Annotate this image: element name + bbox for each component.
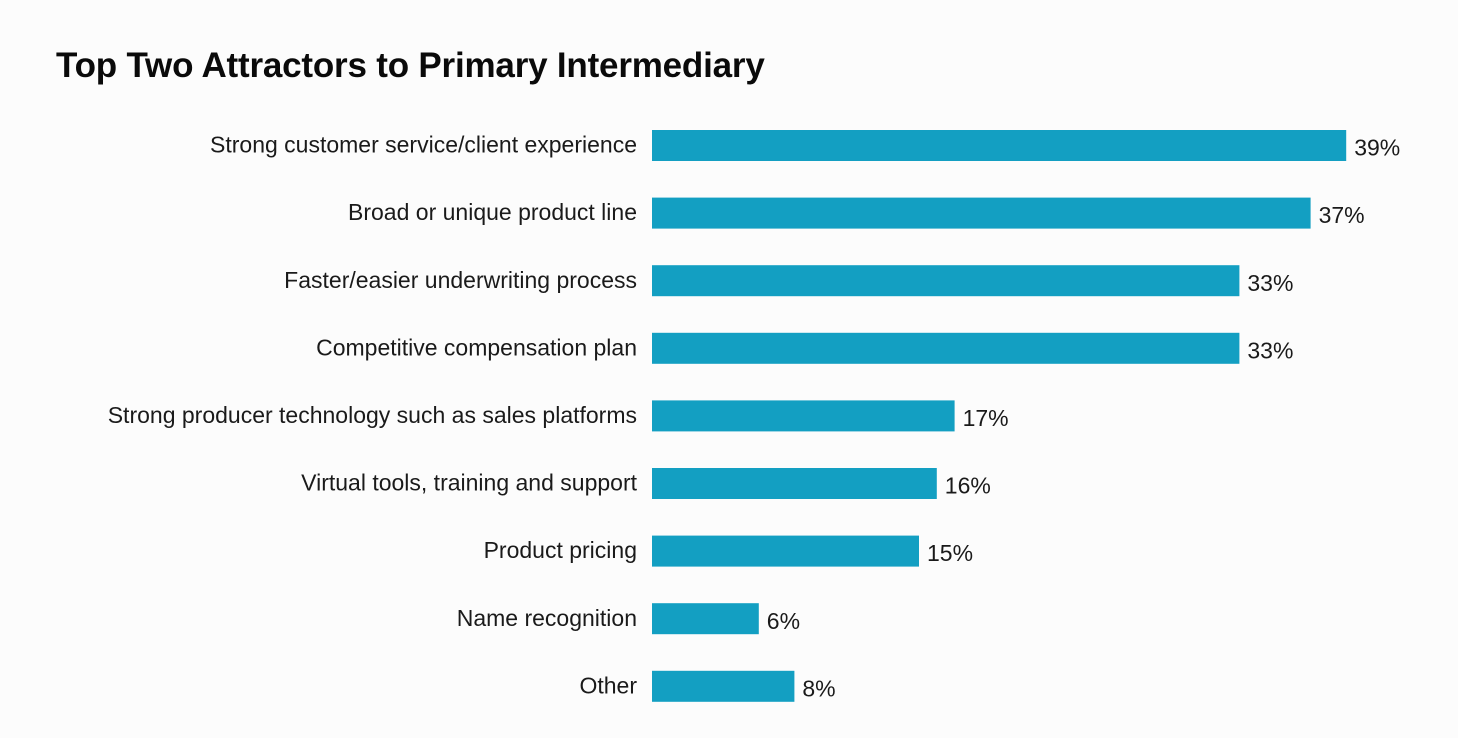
bar bbox=[652, 603, 759, 635]
value-label: 39% bbox=[1354, 135, 1400, 161]
value-label: 17% bbox=[963, 405, 1009, 431]
value-label: 15% bbox=[927, 540, 973, 566]
category-label: Name recognition bbox=[457, 605, 637, 631]
bar bbox=[652, 332, 1240, 364]
category-label: Faster/easier underwriting process bbox=[284, 267, 637, 293]
value-label: 37% bbox=[1319, 202, 1365, 228]
bar bbox=[652, 468, 937, 499]
category-label: Other bbox=[579, 672, 637, 698]
value-label: 6% bbox=[767, 608, 800, 634]
bar bbox=[652, 670, 795, 702]
value-label: 16% bbox=[945, 473, 991, 499]
value-label: 33% bbox=[1247, 270, 1293, 296]
category-label: Strong customer service/client experienc… bbox=[210, 132, 637, 158]
chart-title: Top Two Attractors to Primary Intermedia… bbox=[56, 46, 765, 85]
bar bbox=[652, 130, 1347, 161]
category-label: Strong producer technology such as sales… bbox=[108, 402, 637, 428]
bar bbox=[652, 197, 1311, 229]
bar bbox=[652, 265, 1240, 297]
category-label: Virtual tools, training and support bbox=[301, 470, 637, 496]
category-label: Broad or unique product line bbox=[348, 199, 637, 225]
value-label: 8% bbox=[802, 675, 835, 701]
category-label: Product pricing bbox=[484, 537, 637, 563]
value-label: 33% bbox=[1247, 337, 1293, 363]
bar bbox=[652, 400, 955, 432]
bar bbox=[652, 535, 919, 567]
category-label: Competitive compensation plan bbox=[316, 334, 637, 360]
